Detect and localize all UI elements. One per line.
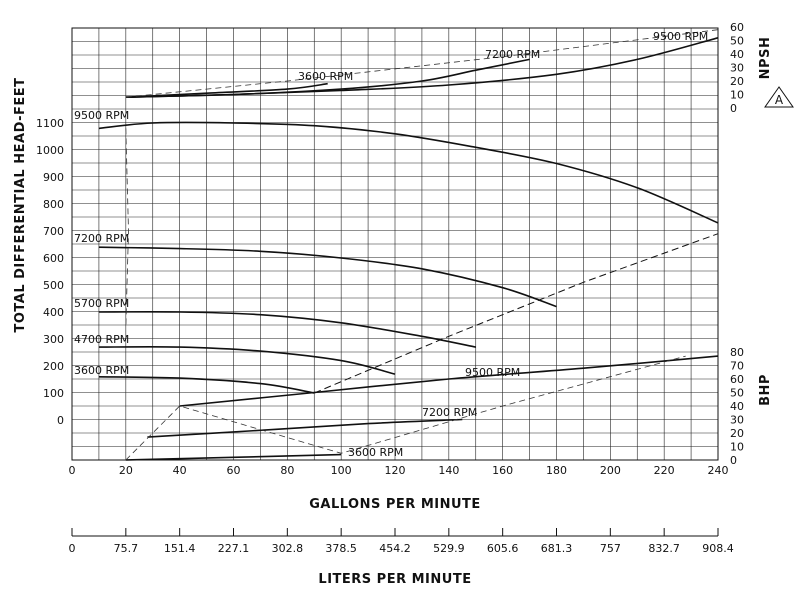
- lpm-tick-label: 757: [600, 542, 621, 555]
- head-tick-label: 900: [43, 171, 64, 184]
- badge-a-text: A: [775, 93, 784, 107]
- head-tick-label: 300: [43, 333, 64, 346]
- x-tick-label: 140: [438, 464, 459, 477]
- head-curve-4700-rpm: [98, 345, 396, 375]
- bhp-label-3600-rpm: 3600 RPM: [348, 446, 403, 459]
- bhp-curve-7200-rpm: [147, 418, 463, 438]
- npsh-dashed-line: [125, 29, 719, 98]
- x-tick-label: 100: [331, 464, 352, 477]
- lpm-tick-label: 832.7: [648, 542, 680, 555]
- bhp-curve-9500-rpm: [179, 355, 719, 407]
- head-tick-label: 0: [57, 414, 64, 427]
- x-tick-label: 200: [600, 464, 621, 477]
- head-curve-9500-rpm: [98, 121, 719, 224]
- lpm-tick-label: 151.4: [164, 542, 196, 555]
- head-tick-label: 700: [43, 225, 64, 238]
- bhp-tick-label: 20: [730, 427, 744, 440]
- head-label-5700-rpm: 5700 RPM: [74, 297, 129, 310]
- bhp-axis-title: BHP: [758, 374, 773, 406]
- head-curve-5700-rpm: [98, 311, 476, 348]
- bhp-curve-3600-rpm: [125, 453, 342, 461]
- badge-a: A: [764, 86, 794, 108]
- npsh-curve-3600-rpm: [125, 82, 328, 98]
- x-tick-label: 220: [654, 464, 675, 477]
- head-label-7200-rpm: 7200 RPM: [74, 232, 129, 245]
- head-tick-label: 600: [43, 252, 64, 265]
- minimum-flow-dashed-line: [125, 128, 129, 329]
- head-curve-3600-rpm: [98, 376, 315, 394]
- npsh-label-9500-rpm: 9500 RPM: [653, 30, 708, 43]
- npsh-tick-label: 60: [730, 21, 744, 34]
- x-tick-label: 160: [492, 464, 513, 477]
- grid: [72, 28, 718, 460]
- x-axis-title: GALLONS PER MINUTE: [309, 497, 481, 512]
- plot-frame: [71, 27, 719, 461]
- lpm-tick-label: 75.7: [114, 542, 139, 555]
- head-label-9500-rpm: 9500 RPM: [74, 109, 129, 122]
- lpm-tick-label: 227.1: [218, 542, 250, 555]
- lpm-tick-label: 605.6: [487, 542, 519, 555]
- bhp-tick-label: 60: [730, 373, 744, 386]
- npsh-label-3600-rpm: 3600 RPM: [298, 70, 353, 83]
- lpm-axis: 0 75.7 151.4 227.1 302.8 378.5 454.2 529.9 605.6…: [69, 528, 734, 555]
- npsh-label-7200-rpm: 7200 RPM: [485, 48, 540, 61]
- bhp-tick-label: 0: [730, 454, 737, 467]
- npsh-tick-label: 20: [730, 75, 744, 88]
- head-tick-label: 200: [43, 360, 64, 373]
- lpm-tick-label: 378.5: [325, 542, 357, 555]
- x-tick-label: 120: [385, 464, 406, 477]
- head-label-4700-rpm: 4700 RPM: [74, 333, 129, 346]
- head-tick-label: 1100: [36, 117, 64, 130]
- y-axis-title: TOTAL DIFFERENTIAL HEAD-FEET: [13, 77, 28, 332]
- x-tick-label: 20: [119, 464, 133, 477]
- lpm-tick-label: 908.4: [702, 542, 734, 555]
- npsh-tick-label: 30: [730, 62, 744, 75]
- npsh-tick-label: 40: [730, 48, 744, 61]
- curve-labels: 9500 RPM 7200 RPM 5700 RPM 4700 RPM 3600 RPM…: [74, 30, 708, 459]
- npsh-tick-label: 10: [730, 89, 744, 102]
- lpm-tick-label: 681.3: [541, 542, 573, 555]
- bhp-tick-label: 30: [730, 414, 744, 427]
- head-label-3600-rpm: 3600 RPM: [74, 364, 129, 377]
- x-tick-label: 240: [708, 464, 729, 477]
- bhp-label-7200-rpm: 7200 RPM: [422, 406, 477, 419]
- lpm-tick-label: 302.8: [272, 542, 304, 555]
- head-curve-7200-rpm: [98, 246, 557, 308]
- bhp-tick-label: 40: [730, 400, 744, 413]
- head-tick-label: 100: [43, 387, 64, 400]
- head-tick-label: 500: [43, 279, 64, 292]
- tick-labels: 0 20 40 60 80 100 120 140 160 180 200 220 2400100200…: [36, 21, 744, 477]
- x-tick-label: 60: [227, 464, 241, 477]
- npsh-tick-label: 0: [730, 102, 737, 115]
- head-tick-label: 400: [43, 306, 64, 319]
- x-tick-label: 40: [173, 464, 187, 477]
- npsh-tick-label: 50: [730, 35, 744, 48]
- lpm-tick-label: 0: [69, 542, 76, 555]
- head-efficiency-dashed-line: [314, 233, 719, 394]
- npsh-curve-7200-rpm: [125, 58, 530, 98]
- bhp-tick-label: 80: [730, 346, 744, 359]
- x-tick-label: 180: [546, 464, 567, 477]
- x-tick-label: 0: [69, 464, 76, 477]
- bhp-tick-label: 70: [730, 360, 744, 373]
- lpm-tick-label: 454.2: [379, 542, 411, 555]
- head-tick-label: 1000: [36, 144, 64, 157]
- head-tick-label: 800: [43, 198, 64, 211]
- curves: [98, 29, 719, 461]
- x-tick-label: 80: [280, 464, 294, 477]
- bhp-tick-label: 50: [730, 387, 744, 400]
- lpm-tick-label: 529.9: [433, 542, 465, 555]
- bhp-label-9500-rpm: 9500 RPM: [465, 366, 520, 379]
- npsh-axis-title: NPSH: [758, 37, 773, 80]
- bhp-dashed-line: [125, 355, 686, 461]
- bhp-tick-label: 10: [730, 441, 744, 454]
- x2-axis-title: LITERS PER MINUTE: [318, 572, 471, 587]
